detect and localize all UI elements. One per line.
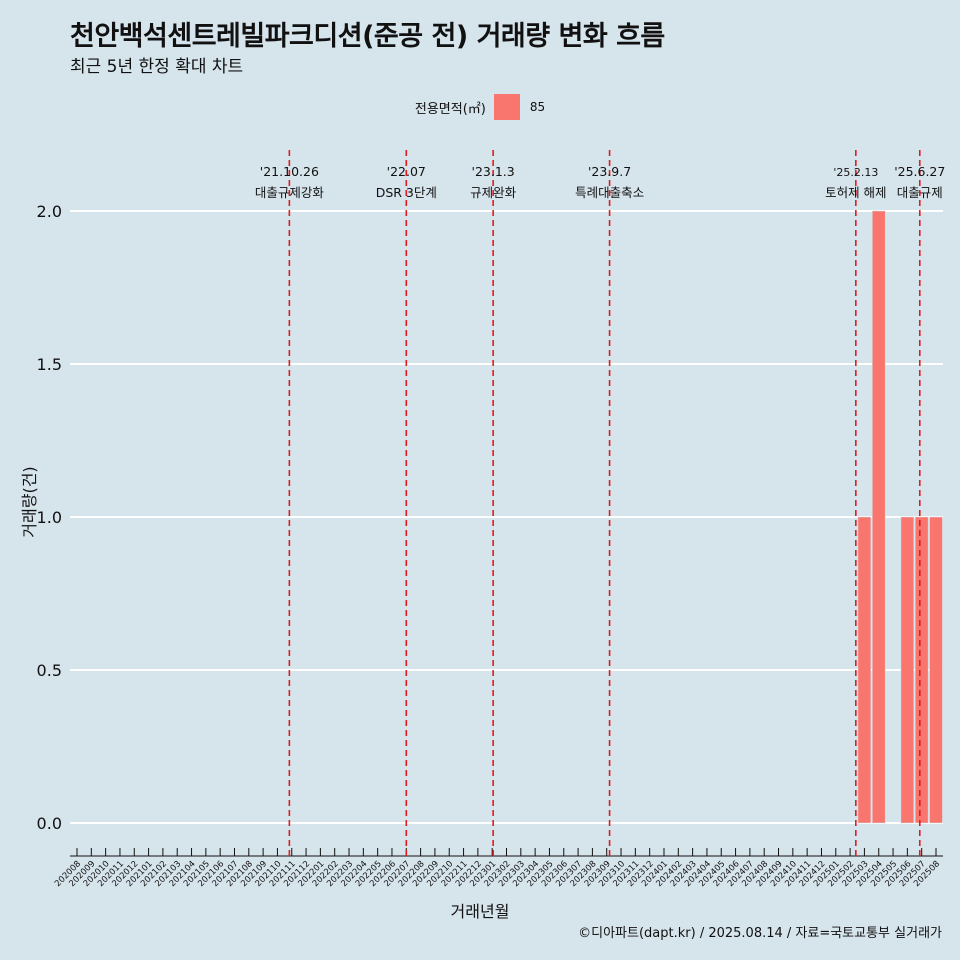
annotation-label: 토허제 해제: [825, 185, 886, 200]
bar: [914, 516, 929, 824]
annotation-date: '22.07: [387, 164, 426, 179]
annotation-label: DSR 3단계: [376, 185, 437, 200]
legend: 전용면적(㎡) 85: [0, 92, 960, 122]
bar: [857, 516, 872, 824]
legend-title: 전용면적(㎡): [414, 101, 486, 117]
chart-subtitle: 최근 5년 한정 확대 차트: [70, 57, 244, 77]
source-caption: ©디아파트(dapt.kr) / 2025.08.14 / 자료=국토교통부 실…: [578, 926, 942, 941]
y-tick-label: 2.0: [37, 202, 62, 221]
annotation-date: '23.9.7: [588, 164, 631, 179]
legend-key-85: [493, 94, 520, 120]
annotation-date: '21.10.26: [260, 164, 319, 179]
y-tick-label: 1.0: [37, 508, 62, 527]
annotation-label: 특례대출축소: [575, 185, 644, 200]
y-tick-label: 0.0: [37, 814, 62, 833]
y-tick-label: 0.5: [37, 661, 62, 680]
bar: [900, 516, 915, 824]
bar: [872, 210, 886, 824]
bar: [929, 516, 943, 824]
legend-label-85: 85: [529, 100, 546, 114]
annotation-label: 대출규제강화: [255, 185, 325, 200]
annotation-label: 규제완화: [470, 185, 517, 200]
y-tick-label: 1.5: [37, 355, 62, 374]
x-axis-title: 거래년월: [450, 902, 510, 921]
annotation-date: '23.1.3: [472, 164, 515, 179]
chart-title: 천안백석센트레빌파크디션(준공 전) 거래량 변화 흐름: [70, 21, 665, 52]
annotation-label: 대출규제: [897, 185, 943, 200]
y-axis-title: 거래량(건): [20, 466, 39, 538]
annotation-date: '25.2.13: [833, 166, 878, 179]
annotation-date: '25.6.27: [894, 164, 945, 179]
